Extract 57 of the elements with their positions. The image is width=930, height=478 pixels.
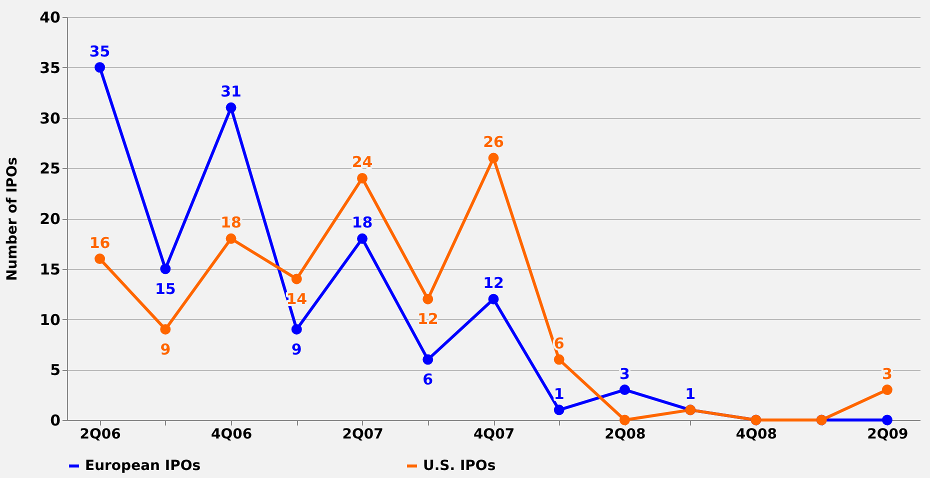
y-axis-title: Number of IPOs: [4, 157, 21, 281]
y-tick-label: 20: [40, 210, 60, 228]
data-label: 35: [89, 42, 110, 60]
point: [488, 152, 499, 164]
point: [160, 324, 171, 335]
point: [94, 62, 106, 73]
data-label: 9: [291, 340, 302, 358]
y-tick-label: 35: [40, 58, 60, 77]
data-label: 9: [160, 340, 171, 358]
x-tick-label: 2Q08: [604, 426, 646, 442]
x-tick-label: 2Q09: [867, 426, 908, 442]
y-tick-label: 30: [40, 109, 60, 128]
x-tick-label: 4Q08: [736, 426, 778, 442]
y-tick-label: 10: [40, 310, 60, 329]
x-tick-label: 2Q06: [80, 426, 121, 442]
legend-label: European IPOs: [85, 458, 201, 474]
point: [619, 384, 630, 396]
data-label: 31: [220, 82, 242, 101]
data-label: 24: [352, 153, 373, 172]
point: [291, 274, 302, 284]
x-tick-label: 4Q07: [473, 426, 515, 442]
point: [619, 414, 630, 426]
data-label: 15: [154, 280, 176, 298]
data-label: 12: [483, 274, 504, 292]
data-label: 6: [554, 334, 564, 353]
data-label: 16: [89, 234, 110, 252]
y-tick-label: 5: [50, 361, 60, 380]
data-label: 26: [483, 133, 504, 152]
point: [882, 384, 892, 396]
data-label: 3: [620, 364, 630, 383]
point: [226, 102, 236, 113]
data-label: 6: [422, 370, 434, 389]
point: [554, 354, 564, 365]
legend-label: U.S. IPOs: [423, 458, 496, 474]
x-tick-label: 2Q07: [342, 426, 384, 442]
point: [554, 404, 564, 416]
point: [357, 233, 368, 244]
data-label: 12: [417, 310, 438, 328]
point: [226, 233, 236, 244]
data-label: 1: [554, 384, 564, 403]
point: [357, 172, 368, 184]
data-label: 18: [352, 214, 373, 232]
point: [882, 414, 892, 426]
point: [422, 294, 434, 304]
point: [291, 324, 302, 335]
point: [422, 354, 434, 365]
data-label: 1: [685, 384, 696, 403]
point: [160, 264, 171, 274]
x-tick-label: 4Q06: [210, 426, 252, 442]
data-label: 18: [220, 214, 242, 232]
y-tick-label: 15: [40, 260, 60, 278]
point: [94, 254, 106, 264]
y-tick-label: 25: [40, 160, 60, 178]
y-tick-label: 40: [40, 8, 60, 26]
y-tick-label: 0: [50, 412, 60, 430]
data-label: 3: [882, 364, 892, 383]
point: [488, 294, 499, 304]
